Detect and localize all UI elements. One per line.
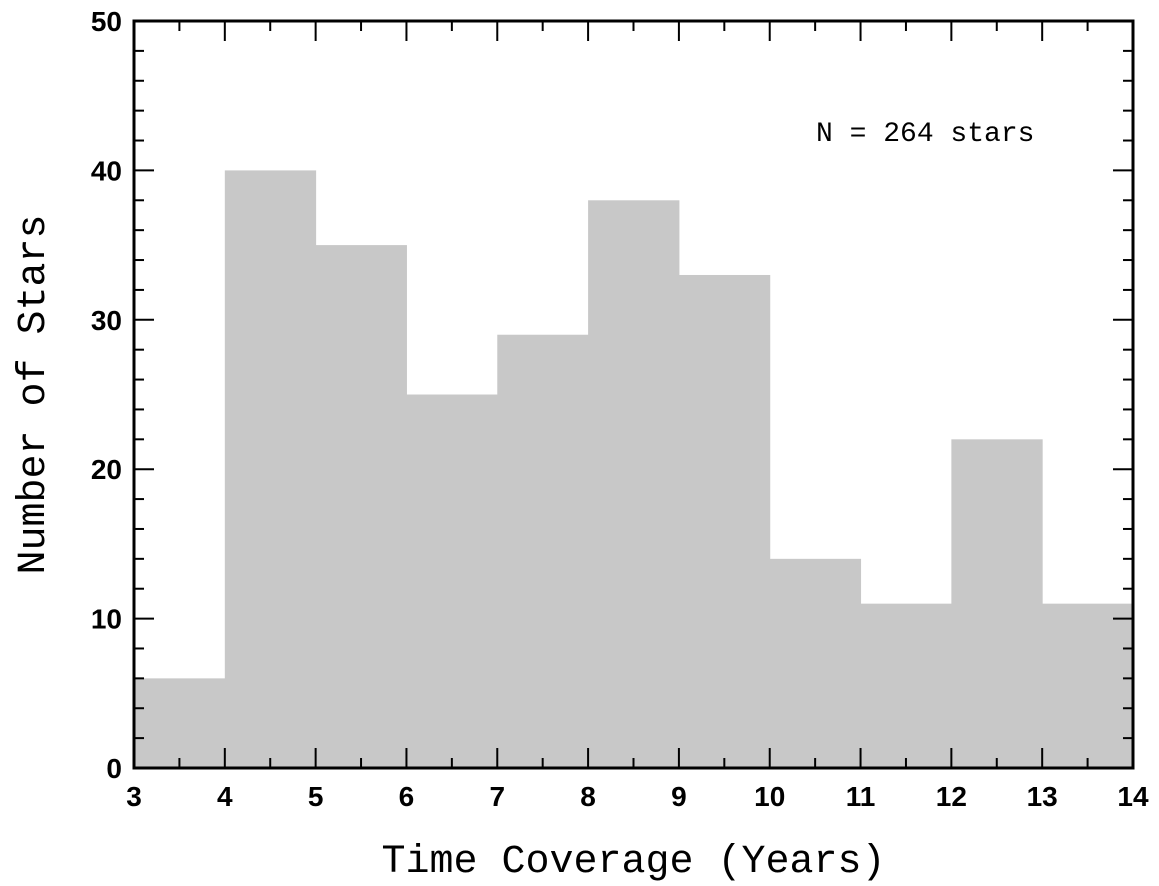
x-tick-label: 3	[126, 781, 142, 812]
x-tick-label: 11	[846, 781, 876, 812]
histogram-bar	[769, 558, 862, 768]
x-tick-label: 4	[217, 781, 233, 812]
y-tick-label: 40	[91, 155, 122, 186]
histogram-bar	[588, 200, 680, 768]
ticks-layer	[133, 20, 1134, 769]
sample-size-annotation: N = 264 stars	[816, 119, 1034, 150]
y-tick-label: 10	[91, 604, 122, 635]
x-tick-label: 14	[1117, 781, 1149, 812]
histogram-bar	[1042, 603, 1134, 768]
x-tick-label: 6	[399, 781, 415, 812]
histogram-bar	[497, 334, 589, 768]
histogram-bar	[951, 439, 1043, 768]
x-tick-label: 12	[936, 781, 967, 812]
x-tick-label: 10	[754, 781, 785, 812]
plot-frame	[132, 19, 1135, 770]
histogram-bar	[860, 603, 952, 768]
y-tick-label: 0	[106, 753, 122, 784]
labels-layer: 3 4 5 6 7 8 9 10 11 12 13 14 0 10 20 30 40 50	[91, 6, 1149, 812]
y-tick-label: 20	[91, 454, 122, 485]
histogram-bar	[406, 394, 498, 768]
histogram-bar	[678, 274, 771, 768]
histogram-bar	[134, 678, 226, 768]
y-tick-label: 30	[91, 305, 122, 336]
y-axis-title: Number of Stars	[12, 214, 57, 574]
histogram-bar	[224, 170, 317, 768]
x-tick-label: 8	[580, 781, 596, 812]
bars-layer	[134, 170, 1134, 769]
x-tick-label: 5	[308, 781, 324, 812]
x-tick-label: 7	[489, 781, 505, 812]
x-axis-title: Time Coverage (Years)	[381, 840, 885, 885]
histogram-bar	[315, 245, 407, 769]
x-tick-label: 13	[1027, 781, 1058, 812]
x-tick-label: 9	[671, 781, 687, 812]
y-tick-label: 50	[91, 6, 122, 37]
